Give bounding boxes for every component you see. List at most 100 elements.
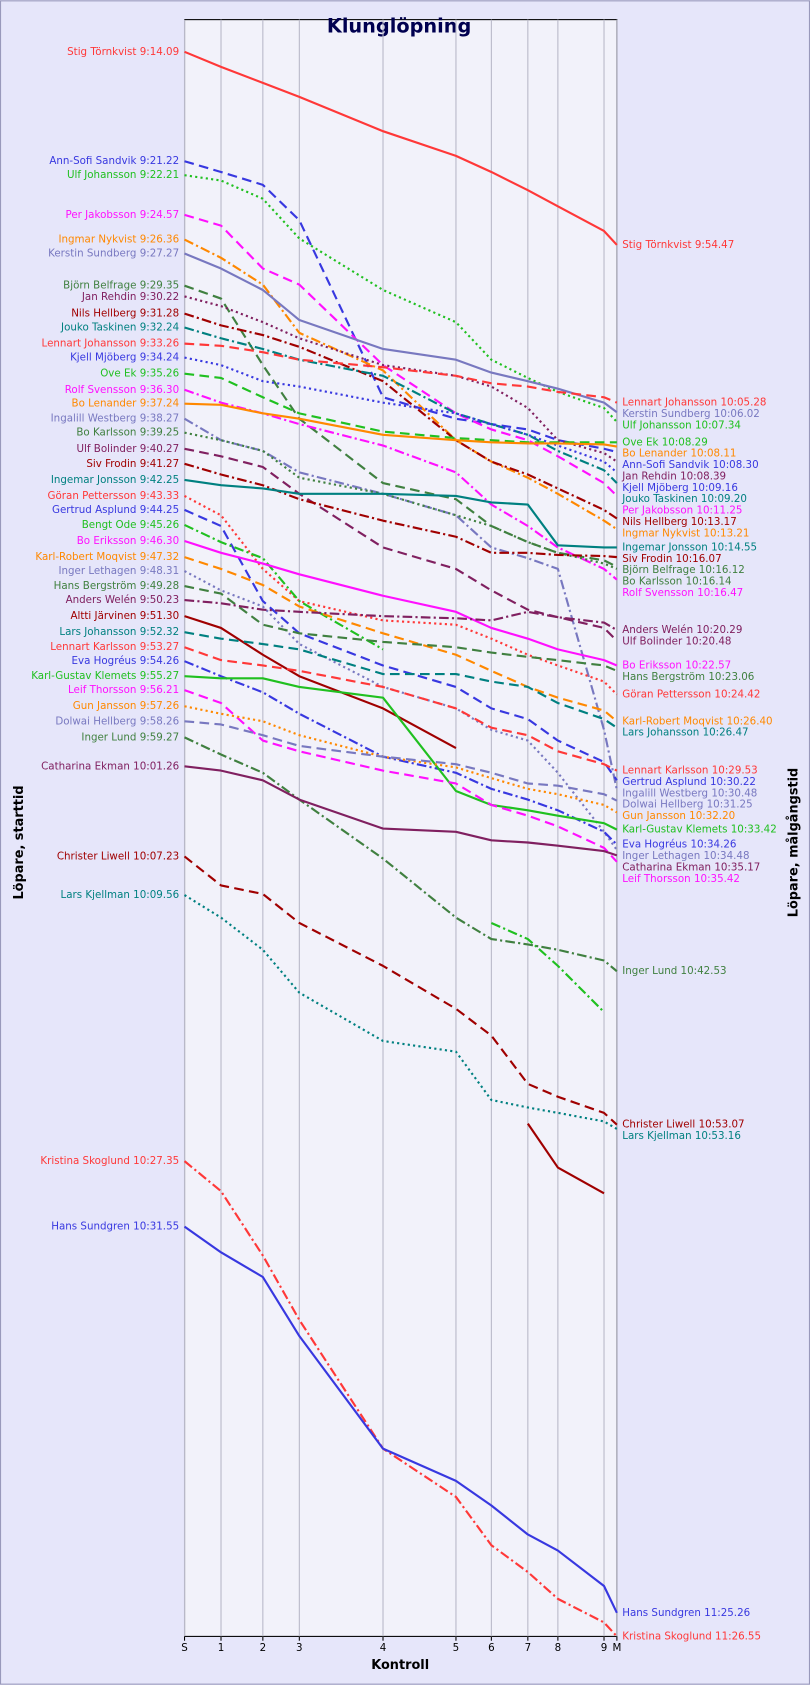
runner-line [184,675,618,831]
start-label: Lars Johansson 9:52.32 [59,626,179,638]
finish-label: Ulf Bolinder 10:20.48 [622,635,731,647]
runner-line [184,238,618,531]
finish-label: Eva Hogréus 10:34.26 [622,839,736,851]
finish-time: 10:35.17 [714,861,760,873]
runner-name: Bo Karlsson [622,576,682,588]
finish-label: Kjell Mjöberg 10:09.16 [622,482,738,494]
finish-label: Jan Rehdin 10:08.39 [621,470,726,482]
start-time: 9:27.27 [140,248,179,260]
x-tick-label: S [181,1642,188,1654]
start-label: Anders Welén 9:50.23 [66,594,180,606]
runner-name: Rolf Svensson [622,587,694,599]
runner-line [184,736,618,973]
finish-time: 10:42.53 [681,965,727,977]
runner-name: Bo Lenander [622,448,688,460]
start-time: 9:54.26 [140,655,179,667]
runner-line [184,402,618,448]
start-time: 9:46.30 [140,535,179,547]
finish-label: Ingalill Westberg 10:30.48 [622,787,757,799]
x-tick-label: 9 [601,1642,608,1654]
runner-name: Ingalill Westberg [51,413,137,425]
start-label: Rolf Svensson 9:36.30 [65,384,179,396]
runner-name: Kjell Mjöberg [70,352,136,364]
runner-name: Bo Eriksson [77,535,137,547]
start-time: 9:48.31 [140,565,179,577]
runner-line [184,556,618,723]
runner-name: Rolf Svensson [65,384,137,396]
finish-label: Kerstin Sundberg 10:06.02 [622,408,760,420]
runner-line [183,855,618,1126]
finish-label: Ann-Sofi Sandvik 10:08.30 [622,459,758,471]
finish-time: 10:22.57 [685,659,731,671]
runner-name: Inger Lethagen [622,850,700,862]
finish-time: 10:16.47 [697,587,743,599]
x-tick-label: 5 [453,1642,460,1654]
runner-name: Per Jakobsson [622,505,693,517]
runner-name: Hans Bergström [622,671,705,683]
runner-name: Gertrud Asplund [52,504,136,516]
finish-label: Bo Eriksson 10:22.57 [622,659,731,671]
start-label: Dolwai Hellberg 9:58.26 [55,715,179,727]
runner-name: Lars Kjellman [622,1130,691,1142]
start-time: 9:38.27 [140,413,179,425]
runner-name: Nils Hellberg [71,308,136,320]
start-time: 10:09.56 [133,889,179,901]
runner-name: Nils Hellberg [622,516,687,528]
finish-label: Lennart Karlsson 10:29.53 [622,765,757,777]
finish-time: 10:08.39 [680,470,726,482]
finish-label: Lars Johansson 10:26.47 [622,727,748,739]
runner-name: Ove Ek [622,436,658,448]
start-time: 9:35.26 [140,368,179,380]
start-time: 10:31.55 [133,1221,179,1233]
runner-line [184,342,618,404]
runner-line [184,431,618,570]
x-tick-label: 8 [555,1642,562,1654]
runner-line [184,689,618,863]
runner-name: Göran Pettersson [48,490,137,502]
start-label: Bo Lenander 9:37.24 [72,398,180,410]
finish-time: 9:54.47 [695,239,734,251]
finish-time: 10:34.26 [690,839,736,851]
finish-time: 10:31.25 [707,799,753,811]
runner-line [184,646,618,772]
finish-label: Bo Karlsson 10:16.14 [622,576,731,588]
finish-label: Björn Belfrage 10:16.12 [622,564,745,576]
runner-line [184,495,618,696]
start-time: 9:50.23 [140,594,179,606]
finish-time: 10:53.16 [695,1130,741,1142]
start-time: 9:47.32 [140,551,179,563]
runner-name: Hans Sundgren [51,1221,130,1233]
runner-name: Jan Rehdin [81,291,137,303]
finish-time: 10:06.02 [714,408,760,420]
finish-time: 10:32.20 [689,810,735,822]
runner-name: Anders Welén [66,594,137,606]
runner-name: Karl-Robert Moqvist [622,715,723,727]
start-label: Catharina Ekman 10:01.26 [41,760,179,772]
start-time: 10:27.35 [133,1155,179,1167]
runner-name: Ingalill Westberg [622,787,708,799]
runner-line [184,174,618,423]
runner-name: Eva Hogréus [72,655,137,667]
start-label: Hans Sundgren 10:31.55 [51,1221,179,1233]
finish-time: 10:20.29 [696,624,742,636]
runner-name: Lars Johansson [622,727,699,739]
runner-name: Lennart Johansson [622,397,717,409]
runner-name: Ingmar Nykvist [622,527,700,539]
start-label: Stig Törnkvist 9:14.09 [67,46,179,58]
start-label: Karl-Robert Moqvist 9:47.32 [35,551,179,563]
finish-time: 11:25.26 [704,1607,750,1619]
x-tick-label: 1 [218,1642,225,1654]
runner-name: Siv Frodin [622,553,672,565]
start-label: Ingmar Nykvist 9:26.36 [58,234,179,246]
start-label: Christer Liwell 10:07.23 [57,850,179,862]
runner-name: Inger Lund [622,965,677,977]
runner-name: Inger Lund [81,731,136,743]
runner-name: Karl-Gustav Klemets [622,824,727,836]
start-time: 10:07.23 [133,850,179,862]
start-label: Lars Kjellman 10:09.56 [61,889,180,901]
runner-line [183,894,618,1130]
finish-label: Lennart Johansson 10:05.28 [622,397,766,409]
runner-name: Hans Sundgren [622,1607,701,1619]
start-label: Kristina Skoglund 10:27.35 [40,1155,179,1167]
runner-line [184,160,618,454]
